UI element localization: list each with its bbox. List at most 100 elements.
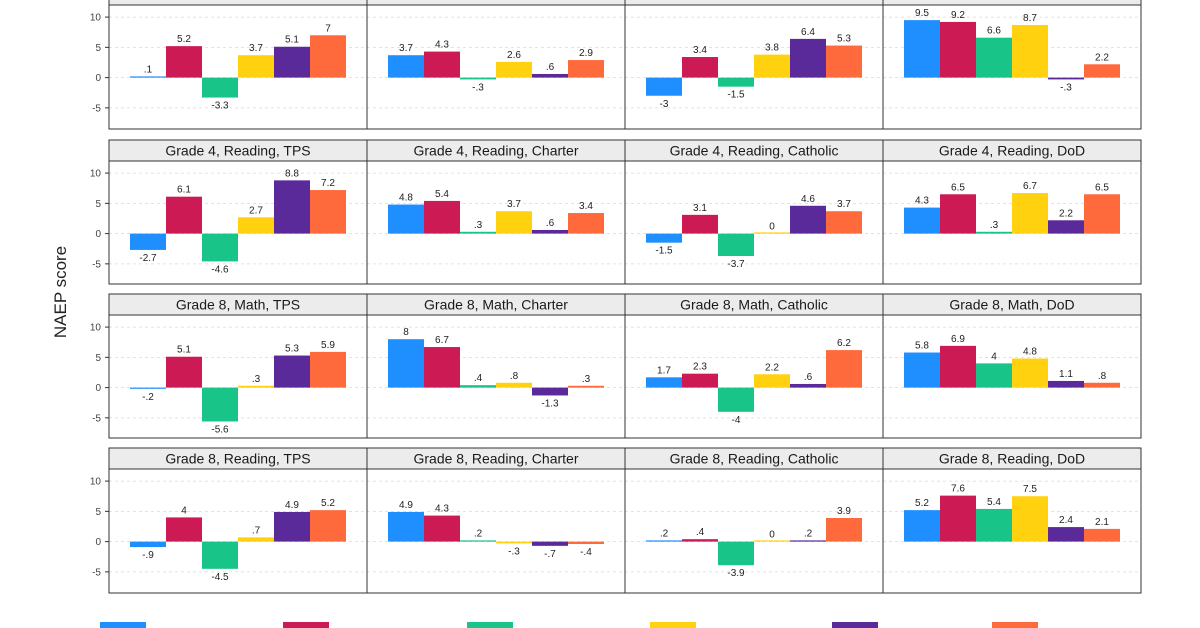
data-label: .7 bbox=[252, 525, 261, 536]
bar bbox=[940, 21, 976, 78]
data-label: -.3 bbox=[1060, 82, 1072, 93]
bar bbox=[238, 385, 274, 388]
bar bbox=[274, 180, 310, 234]
y-tick-label: 0 bbox=[95, 383, 101, 394]
bar bbox=[238, 55, 274, 78]
bar bbox=[976, 508, 1012, 542]
data-label: 9.2 bbox=[951, 10, 965, 21]
data-label: -3 bbox=[660, 99, 669, 110]
bar bbox=[790, 540, 826, 542]
data-label: .6 bbox=[546, 218, 555, 229]
data-label: .1 bbox=[144, 64, 153, 75]
panel-title: Grade 8, Math, Catholic bbox=[680, 297, 828, 313]
data-label: 6.9 bbox=[951, 334, 965, 345]
bar bbox=[424, 347, 460, 388]
panel-border bbox=[882, 4, 1142, 130]
bar bbox=[718, 387, 754, 412]
panel-border bbox=[882, 468, 1142, 594]
bar bbox=[718, 233, 754, 256]
bar bbox=[940, 194, 976, 234]
y-tick-label: 5 bbox=[95, 199, 101, 210]
data-label: 5.4 bbox=[435, 189, 449, 200]
panel: 9.5 9.2 6.6 8.7 -.3 2.2 bbox=[882, 0, 1142, 130]
bar bbox=[310, 35, 346, 78]
bar bbox=[718, 541, 754, 566]
bar bbox=[202, 387, 238, 422]
bar bbox=[532, 73, 568, 78]
data-label: 7.6 bbox=[951, 484, 965, 495]
data-label: -3.7 bbox=[727, 259, 745, 270]
y-tick-label: -5 bbox=[92, 413, 101, 424]
data-label: .6 bbox=[546, 62, 555, 73]
bar bbox=[682, 539, 718, 542]
data-label: 6.6 bbox=[987, 26, 1001, 37]
bar bbox=[1012, 496, 1048, 542]
data-label: 2.7 bbox=[249, 205, 263, 216]
panel: Grade 8, Math, TPS -5 0 5 10 -.2 5.1 -5.6 .3 5.3 5… bbox=[90, 293, 368, 439]
data-label: 7.2 bbox=[321, 178, 335, 189]
bar bbox=[754, 540, 790, 542]
data-label: .3 bbox=[990, 220, 999, 231]
bar bbox=[790, 383, 826, 388]
panel-strip bbox=[624, 0, 884, 6]
y-tick-label: -5 bbox=[92, 567, 101, 578]
panel-title: Grade 8, Reading, DoD bbox=[939, 451, 1085, 467]
bar bbox=[460, 540, 496, 542]
bar bbox=[166, 46, 202, 78]
bar bbox=[790, 205, 826, 234]
bar bbox=[166, 517, 202, 542]
y-tick-label: 0 bbox=[95, 229, 101, 240]
bar bbox=[646, 540, 682, 542]
data-label: 5.2 bbox=[321, 498, 335, 509]
data-label: 7 bbox=[325, 23, 331, 34]
bar bbox=[238, 217, 274, 234]
bar bbox=[460, 231, 496, 234]
bar bbox=[424, 51, 460, 78]
data-label: 6.5 bbox=[951, 182, 965, 193]
bar bbox=[130, 541, 166, 548]
y-axis-label: NAEP score bbox=[51, 245, 70, 339]
data-label: .8 bbox=[510, 371, 519, 382]
data-label: 0 bbox=[769, 530, 775, 541]
bar bbox=[388, 511, 424, 542]
bar bbox=[826, 350, 862, 388]
data-label: -.9 bbox=[142, 550, 154, 561]
panel: 3.7 4.3 -.3 2.6 .6 2.9 bbox=[366, 0, 626, 130]
panel: Grade 8, Reading, Catholic .2 .4 -3.9 0 .2 3.9 bbox=[624, 447, 884, 594]
bar bbox=[496, 382, 532, 388]
data-label: 5.8 bbox=[915, 341, 929, 352]
y-tick-label: 10 bbox=[90, 477, 102, 488]
legend-swatch bbox=[832, 622, 878, 628]
bar bbox=[424, 515, 460, 542]
bar bbox=[568, 213, 604, 234]
bar bbox=[310, 190, 346, 234]
panel-strip bbox=[366, 0, 626, 6]
bar bbox=[388, 204, 424, 234]
data-label: .3 bbox=[582, 374, 591, 385]
panel-title: Grade 8, Reading, TPS bbox=[165, 451, 310, 467]
bar bbox=[496, 211, 532, 234]
bar bbox=[568, 60, 604, 78]
data-label: 6.5 bbox=[1095, 182, 1109, 193]
bar bbox=[1048, 380, 1084, 388]
legend-swatch bbox=[992, 622, 1038, 628]
legend-swatch bbox=[100, 622, 146, 628]
bar bbox=[130, 76, 166, 78]
bar bbox=[826, 211, 862, 234]
bar bbox=[754, 54, 790, 78]
data-label: 4.9 bbox=[399, 500, 413, 511]
data-label: 2.4 bbox=[1059, 515, 1073, 526]
data-label: 3.7 bbox=[249, 43, 263, 54]
panel-title: Grade 8, Math, Charter bbox=[424, 297, 568, 313]
bar bbox=[940, 345, 976, 388]
data-label: 2.2 bbox=[1059, 208, 1073, 219]
data-label: 2.9 bbox=[579, 48, 593, 59]
bar bbox=[976, 37, 1012, 78]
bar bbox=[718, 77, 754, 87]
bar bbox=[460, 385, 496, 388]
data-label: 4 bbox=[181, 505, 187, 516]
bar bbox=[568, 385, 604, 388]
data-label: 3.4 bbox=[693, 45, 707, 56]
data-label: 8 bbox=[403, 327, 409, 338]
data-label: 8.8 bbox=[285, 168, 299, 179]
